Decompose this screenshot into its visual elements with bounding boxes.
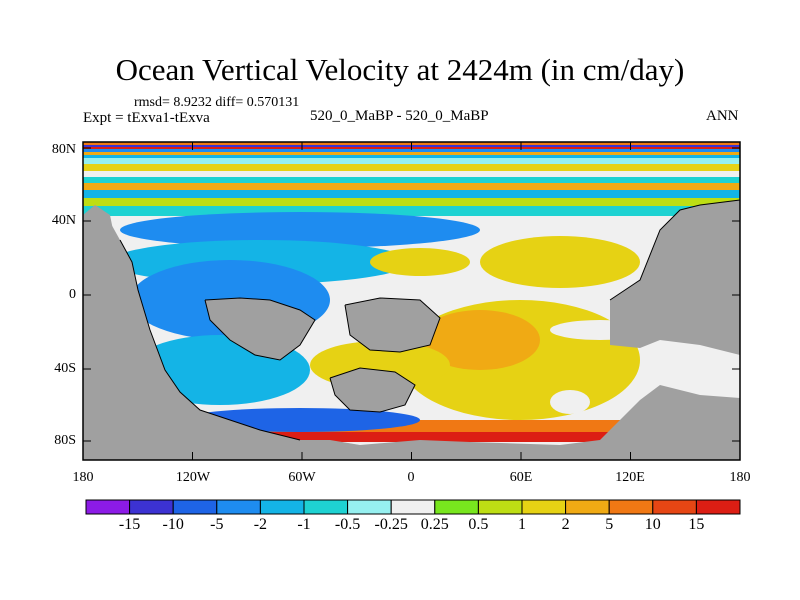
x-tick-label: 180 [729,470,751,485]
colorbar-label: -10 [162,516,184,533]
band-north-6 [83,155,740,158]
band-north-14 [83,206,740,216]
band-north-10 [83,177,740,183]
x-tick-label: 60W [288,470,316,485]
colorbar-swatch [85,499,131,515]
case-label: 520_0_MaBP - 520_0_MaBP [310,108,489,124]
coast-4 [609,199,740,301]
colorbar-swatch [259,499,305,515]
colorbar-label: -1 [297,516,311,533]
coast-1 [204,297,316,361]
land-continent-1 [205,298,315,360]
coast-3 [329,367,416,413]
colorbar-label: -15 [118,516,141,533]
colorbar-swatch [608,499,654,515]
colorbar-label: 5 [605,516,614,533]
axis-ticks [82,142,741,460]
colorbar-swatch [390,499,436,515]
patch-north-pacific [120,212,480,248]
colorbar-label: 0.5 [468,516,489,533]
colorbar-swatch [565,499,610,515]
colorbar-label: -2 [253,516,268,533]
band-north-8 [83,164,740,171]
coast-5 [119,239,301,441]
experiment-label: Expt = tExva1-tExva [83,110,210,126]
y-tick-label: 80S [54,433,76,448]
y-tick-label: 80N [51,142,76,157]
patch-indian-core [420,310,540,370]
colorbar-swatch [347,499,392,515]
colorbar-swatch [695,499,741,515]
colorbar-swatch [216,499,261,515]
x-tick-label: 120W [175,470,211,485]
colorbar-label: -0.5 [334,516,361,533]
colorbar-swatch [477,499,523,515]
band-north-4 [83,149,740,152]
chart-title: Ocean Vertical Velocity at 2424m (in cm/… [115,52,685,87]
y-tick-label: 0 [69,287,76,302]
land-south [83,220,740,460]
colorbar-swatch [434,499,479,515]
colorbar-swatch [652,499,697,515]
x-tick-label: 180 [72,470,94,485]
map-field [83,142,740,460]
colorbar-label: -0.25 [374,516,408,533]
patch-white [550,390,590,414]
patch-indian-north [480,236,640,288]
coast-2 [344,297,441,353]
colorbar-label: 1 [518,516,526,533]
colorbar-label: 15 [688,516,705,533]
land-east [610,200,740,355]
colorbar-swatch [521,499,567,515]
x-tick-label: 120E [615,470,645,485]
y-tick-label: 40N [51,213,76,228]
y-tick-label: 40S [54,361,76,376]
x-tick-label: 0 [407,470,415,485]
colorbar-swatch [129,499,174,515]
band-north-9 [83,171,740,177]
land-continent-3 [330,368,415,412]
band-south-2 [83,432,740,442]
band-north-13 [83,198,740,206]
colorbar [85,499,741,515]
colorbar-label: 0.25 [420,516,449,533]
colorbar-label: -5 [210,516,224,533]
band-north-12 [83,190,740,198]
band-north-7 [83,158,740,164]
colorbar-swatch [303,499,349,515]
patch-atlantic-north [370,248,470,276]
band-north-11 [83,183,740,190]
colorbar-label: 10 [644,516,661,533]
season-label: ANN [706,108,739,124]
colorbar-swatch [172,499,218,515]
band-north-5 [83,152,740,155]
land-continent-2 [345,298,440,352]
x-tick-label: 60E [509,470,533,485]
stats-text: rmsd= 8.9232 diff= 0.570131 [134,95,300,110]
colorbar-label: 2 [561,516,570,533]
